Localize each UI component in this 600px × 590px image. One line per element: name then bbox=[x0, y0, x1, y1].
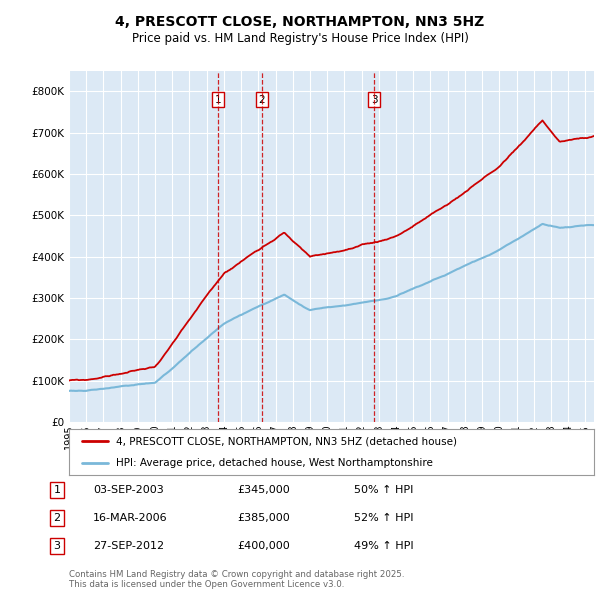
Text: £400,000: £400,000 bbox=[237, 542, 290, 551]
Text: HPI: Average price, detached house, West Northamptonshire: HPI: Average price, detached house, West… bbox=[116, 457, 433, 467]
Text: 4, PRESCOTT CLOSE, NORTHAMPTON, NN3 5HZ (detached house): 4, PRESCOTT CLOSE, NORTHAMPTON, NN3 5HZ … bbox=[116, 437, 457, 447]
Text: 03-SEP-2003: 03-SEP-2003 bbox=[93, 485, 164, 494]
Text: £385,000: £385,000 bbox=[237, 513, 290, 523]
Text: 4, PRESCOTT CLOSE, NORTHAMPTON, NN3 5HZ: 4, PRESCOTT CLOSE, NORTHAMPTON, NN3 5HZ bbox=[115, 15, 485, 29]
Text: £345,000: £345,000 bbox=[237, 485, 290, 494]
Text: 1: 1 bbox=[215, 95, 221, 104]
Text: 16-MAR-2006: 16-MAR-2006 bbox=[93, 513, 167, 523]
Text: 27-SEP-2012: 27-SEP-2012 bbox=[93, 542, 164, 551]
Text: 52% ↑ HPI: 52% ↑ HPI bbox=[354, 513, 413, 523]
Text: 3: 3 bbox=[53, 542, 61, 551]
Text: 2: 2 bbox=[53, 513, 61, 523]
Text: Price paid vs. HM Land Registry's House Price Index (HPI): Price paid vs. HM Land Registry's House … bbox=[131, 32, 469, 45]
Text: 50% ↑ HPI: 50% ↑ HPI bbox=[354, 485, 413, 494]
Text: 49% ↑ HPI: 49% ↑ HPI bbox=[354, 542, 413, 551]
Text: 3: 3 bbox=[371, 95, 377, 104]
Text: 1: 1 bbox=[53, 485, 61, 494]
Text: Contains HM Land Registry data © Crown copyright and database right 2025.
This d: Contains HM Land Registry data © Crown c… bbox=[69, 570, 404, 589]
Text: 2: 2 bbox=[259, 95, 265, 104]
